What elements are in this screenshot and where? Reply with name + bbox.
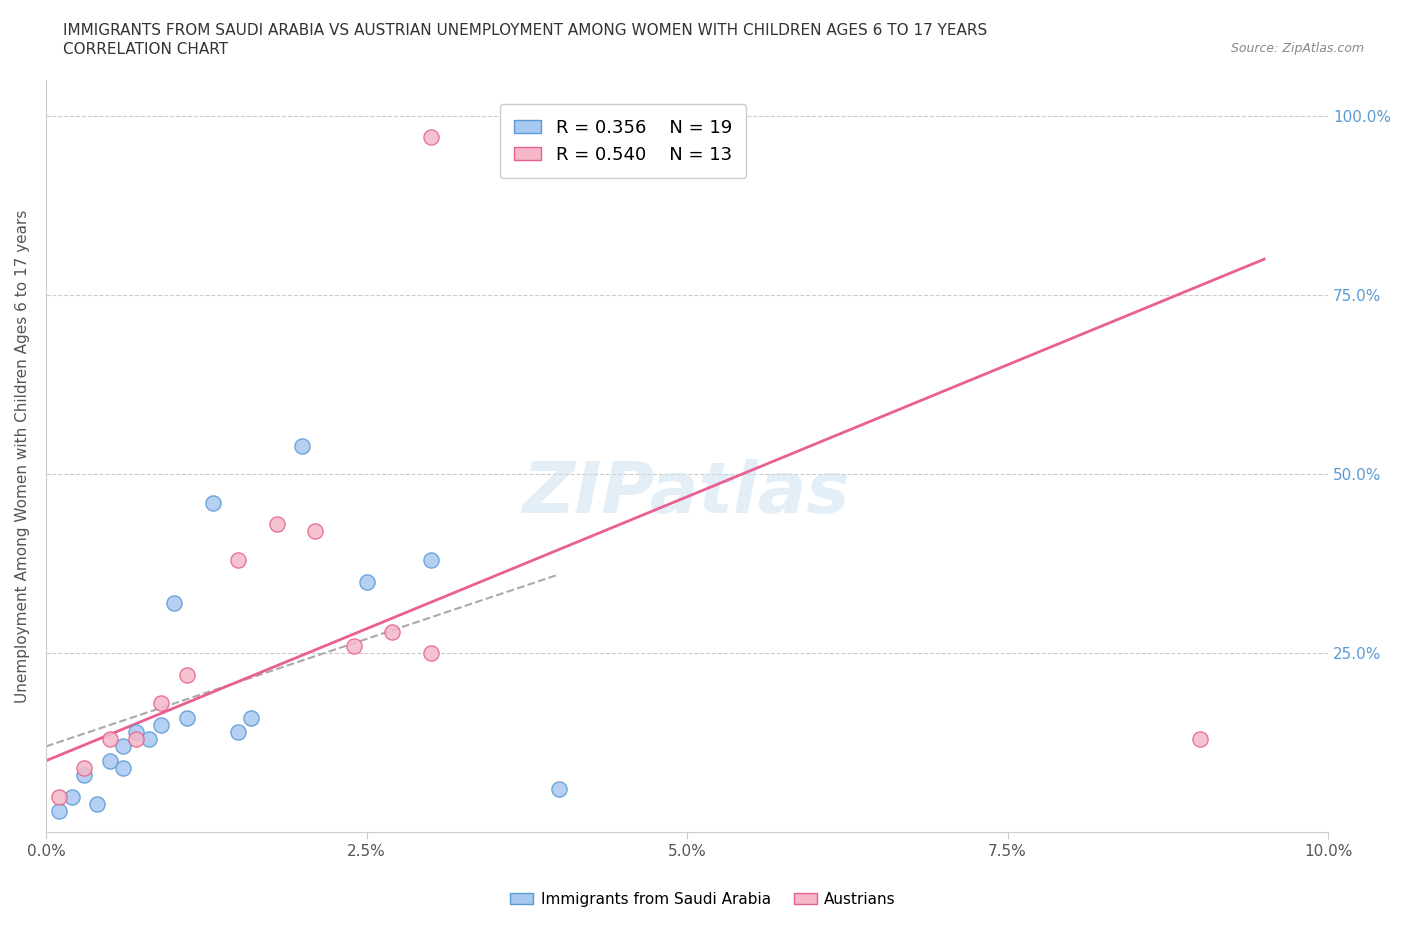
Point	[266, 517, 288, 532]
Text: ZIPatlas: ZIPatlas	[523, 459, 851, 528]
Point	[226, 552, 249, 567]
Point	[86, 796, 108, 811]
Point	[356, 574, 378, 589]
Point	[60, 790, 83, 804]
Point	[176, 668, 198, 683]
Point	[176, 711, 198, 725]
Point	[201, 496, 224, 511]
Point	[419, 645, 441, 660]
Point	[547, 782, 569, 797]
Y-axis label: Unemployment Among Women with Children Ages 6 to 17 years: Unemployment Among Women with Children A…	[15, 209, 30, 703]
Point	[125, 724, 148, 739]
Point	[138, 732, 160, 747]
Point	[240, 711, 263, 725]
Point	[419, 130, 441, 145]
Legend: Immigrants from Saudi Arabia, Austrians: Immigrants from Saudi Arabia, Austrians	[503, 886, 903, 913]
Point	[73, 761, 96, 776]
Point	[419, 552, 441, 567]
Point	[48, 804, 70, 818]
Point	[163, 596, 186, 611]
Text: Source: ZipAtlas.com: Source: ZipAtlas.com	[1230, 42, 1364, 55]
Point	[73, 767, 96, 782]
Point	[98, 753, 121, 768]
Point	[343, 639, 366, 654]
Text: IMMIGRANTS FROM SAUDI ARABIA VS AUSTRIAN UNEMPLOYMENT AMONG WOMEN WITH CHILDREN : IMMIGRANTS FROM SAUDI ARABIA VS AUSTRIAN…	[63, 23, 987, 38]
Text: CORRELATION CHART: CORRELATION CHART	[63, 42, 228, 57]
Point	[111, 761, 134, 776]
Point	[150, 717, 173, 732]
Legend: R = 0.356    N = 19, R = 0.540    N = 13: R = 0.356 N = 19, R = 0.540 N = 13	[499, 104, 747, 178]
Point	[381, 624, 404, 639]
Point	[1188, 732, 1211, 747]
Point	[150, 696, 173, 711]
Point	[125, 732, 148, 747]
Point	[304, 524, 326, 538]
Point	[226, 724, 249, 739]
Point	[291, 438, 314, 453]
Point	[111, 739, 134, 754]
Point	[98, 732, 121, 747]
Point	[48, 790, 70, 804]
